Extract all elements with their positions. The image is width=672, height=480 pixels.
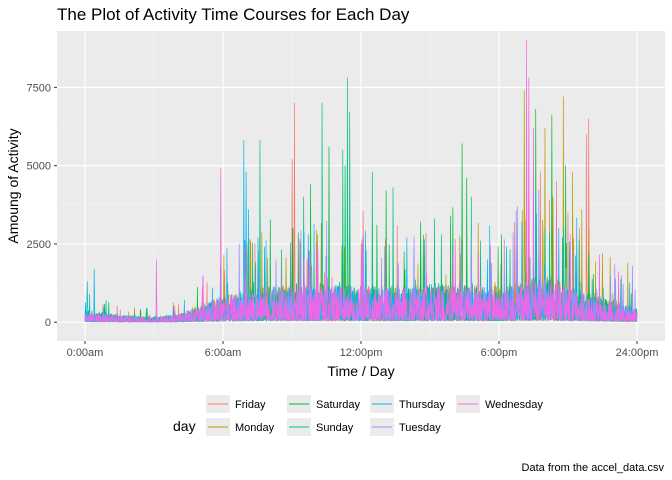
y-axis-title: Amoung of Activity	[5, 128, 21, 243]
y-tick-label: 2500	[27, 239, 51, 251]
legend-label: Tuesday	[399, 422, 441, 434]
y-tick-label: 5000	[27, 161, 51, 173]
legend-item-sunday: Sunday	[287, 418, 354, 436]
x-tick-label: 12:00pm	[340, 347, 383, 359]
x-tick-label: 24:00pm	[616, 347, 659, 359]
y-tick-label: 0	[45, 317, 51, 329]
legend-item-saturday: Saturday	[287, 395, 361, 413]
legend-item-friday: Friday	[206, 395, 266, 413]
legend-label: Thursday	[399, 399, 445, 411]
x-tick-label: 6:00am	[205, 347, 242, 359]
chart-caption: Data from the accel_data.csv	[522, 462, 665, 474]
y-axis: 0 2500 5000 7500	[27, 82, 57, 329]
legend-label: Sunday	[316, 422, 354, 434]
series-line-wednesday	[84, 40, 638, 323]
series-layer	[84, 40, 638, 323]
legend-label: Monday	[235, 422, 275, 434]
y-tick-label: 7500	[27, 82, 51, 94]
legend: day Friday Monday Saturday Sunday Thursday Tue…	[173, 395, 543, 436]
chart-title: The Plot of Activity Time Courses for Ea…	[57, 5, 410, 24]
legend-item-monday: Monday	[206, 418, 275, 436]
x-axis: 0:00am 6:00am 12:00pm 6:00pm 24:00pm	[67, 341, 659, 359]
legend-item-wednesday: Wednesday	[456, 395, 543, 413]
x-axis-title: Time / Day	[327, 363, 394, 379]
legend-title: day	[173, 418, 196, 434]
legend-label: Friday	[235, 399, 266, 411]
legend-label: Wednesday	[485, 399, 543, 411]
legend-label: Saturday	[316, 399, 361, 411]
legend-item-thursday: Thursday	[370, 395, 445, 413]
legend-item-tuesday: Tuesday	[370, 418, 441, 436]
x-tick-label: 6:00pm	[481, 347, 518, 359]
x-tick-label: 0:00am	[67, 347, 104, 359]
